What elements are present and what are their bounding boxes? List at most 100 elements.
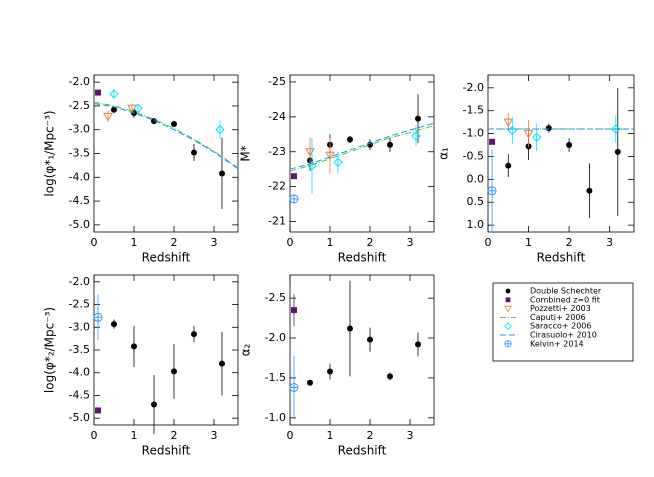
- plot-frame: [93, 274, 239, 426]
- y-tick-label: -4.0: [69, 366, 90, 379]
- y-tick-label: -4.5: [69, 194, 90, 207]
- point: [289, 383, 299, 392]
- y-tick-label: -3.5: [69, 343, 90, 356]
- point: [219, 170, 225, 177]
- point: [191, 149, 197, 156]
- point: [411, 131, 421, 141]
- x-tick-label: 3: [211, 429, 218, 442]
- x-tick-label: 3: [211, 236, 218, 249]
- y-tick-label: 1.0: [467, 218, 485, 231]
- plot-frame: [289, 74, 435, 233]
- x-tick-label: 2: [566, 236, 573, 249]
- y-tick-label: -4.0: [69, 170, 90, 183]
- point: [611, 124, 621, 134]
- x-tick-label: 1: [131, 236, 138, 249]
- legend-marker: [504, 322, 512, 330]
- point: [111, 321, 117, 328]
- y-tick-label: -25: [268, 75, 286, 88]
- x-tick-label: 0: [91, 236, 98, 249]
- y-tick-label: -2.5: [265, 291, 286, 304]
- y-tick-label: -0.5: [463, 149, 484, 162]
- y-tick-label: -2.0: [69, 275, 90, 288]
- point: [219, 360, 225, 367]
- legend-label: Kelvin+ 2014: [530, 339, 584, 348]
- point: [109, 89, 119, 99]
- x-tick-label: 1: [131, 429, 138, 442]
- point: [111, 106, 117, 113]
- y-axis-label: log(φ*₁/Mpc⁻³): [43, 110, 57, 196]
- x-tick-label: 2: [367, 236, 374, 249]
- point: [307, 379, 313, 386]
- plot-frame: [289, 274, 435, 426]
- x-tick-label: 0: [91, 429, 98, 442]
- x-tick-label: 1: [525, 236, 532, 249]
- y-tick-label: -5.0: [69, 411, 90, 424]
- point: [415, 115, 421, 122]
- point: [325, 151, 335, 161]
- point: [545, 125, 552, 132]
- model-line: [289, 122, 435, 170]
- y-axis-label: log(φ*₂/Mpc⁻³): [43, 307, 57, 393]
- point: [171, 121, 177, 128]
- y-tick-label: -2.0: [463, 81, 484, 94]
- point: [586, 187, 593, 194]
- point: [489, 138, 496, 145]
- x-tick-label: 0: [485, 236, 492, 249]
- y-tick-label: -3.0: [69, 320, 90, 333]
- legend-marker: [505, 288, 511, 294]
- point: [191, 331, 197, 338]
- x-tick-label: 0: [287, 429, 294, 442]
- point: [133, 103, 143, 114]
- point: [215, 125, 225, 135]
- plot-frame: [93, 74, 239, 233]
- x-tick-label: 2: [171, 429, 178, 442]
- legend-label: Saracco+ 2006: [530, 322, 591, 331]
- y-tick-label: 0.0: [467, 172, 485, 185]
- point: [566, 142, 573, 149]
- x-tick-label: 0: [287, 236, 294, 249]
- legend-marker: [504, 305, 512, 313]
- y-tick-label: -1.5: [265, 371, 286, 384]
- y-axis-label: α₁: [437, 147, 451, 160]
- x-axis-label: Redshift: [338, 251, 387, 265]
- point: [291, 173, 297, 180]
- y-tick-label: -5.0: [69, 218, 90, 231]
- y-tick-label: -3.5: [69, 147, 90, 160]
- y-tick-label: -1.5: [463, 104, 484, 117]
- model-line: [93, 101, 239, 169]
- model-line: [289, 125, 435, 172]
- x-axis-label: Redshift: [537, 251, 586, 265]
- legend-label: Combined z=0 fit: [530, 295, 600, 304]
- point: [503, 118, 514, 128]
- plot-frame: [487, 74, 635, 233]
- point: [327, 368, 333, 375]
- point: [103, 112, 113, 122]
- legend-label: Caputi+ 2006: [530, 313, 586, 322]
- y-tick-label: -1.0: [265, 411, 286, 424]
- point: [614, 148, 621, 155]
- point: [387, 141, 393, 148]
- point: [415, 341, 421, 348]
- legend-label: Double Schechter: [530, 287, 602, 296]
- point: [171, 368, 177, 375]
- point: [291, 307, 297, 314]
- x-tick-label: 2: [171, 236, 178, 249]
- x-tick-label: 3: [407, 429, 414, 442]
- point: [95, 407, 101, 414]
- x-axis-label: Redshift: [142, 251, 191, 265]
- y-tick-label: -2.0: [265, 331, 286, 344]
- y-tick-label: -24: [268, 110, 286, 123]
- y-tick-label: -4.5: [69, 388, 90, 401]
- point: [289, 194, 299, 204]
- point: [367, 336, 373, 343]
- point: [387, 373, 393, 380]
- y-tick-label: -3.0: [69, 123, 90, 136]
- point: [531, 132, 542, 142]
- point: [347, 136, 353, 143]
- x-axis-label: Redshift: [142, 444, 191, 458]
- point: [347, 325, 353, 332]
- point: [131, 343, 137, 350]
- legend-box: [492, 282, 634, 362]
